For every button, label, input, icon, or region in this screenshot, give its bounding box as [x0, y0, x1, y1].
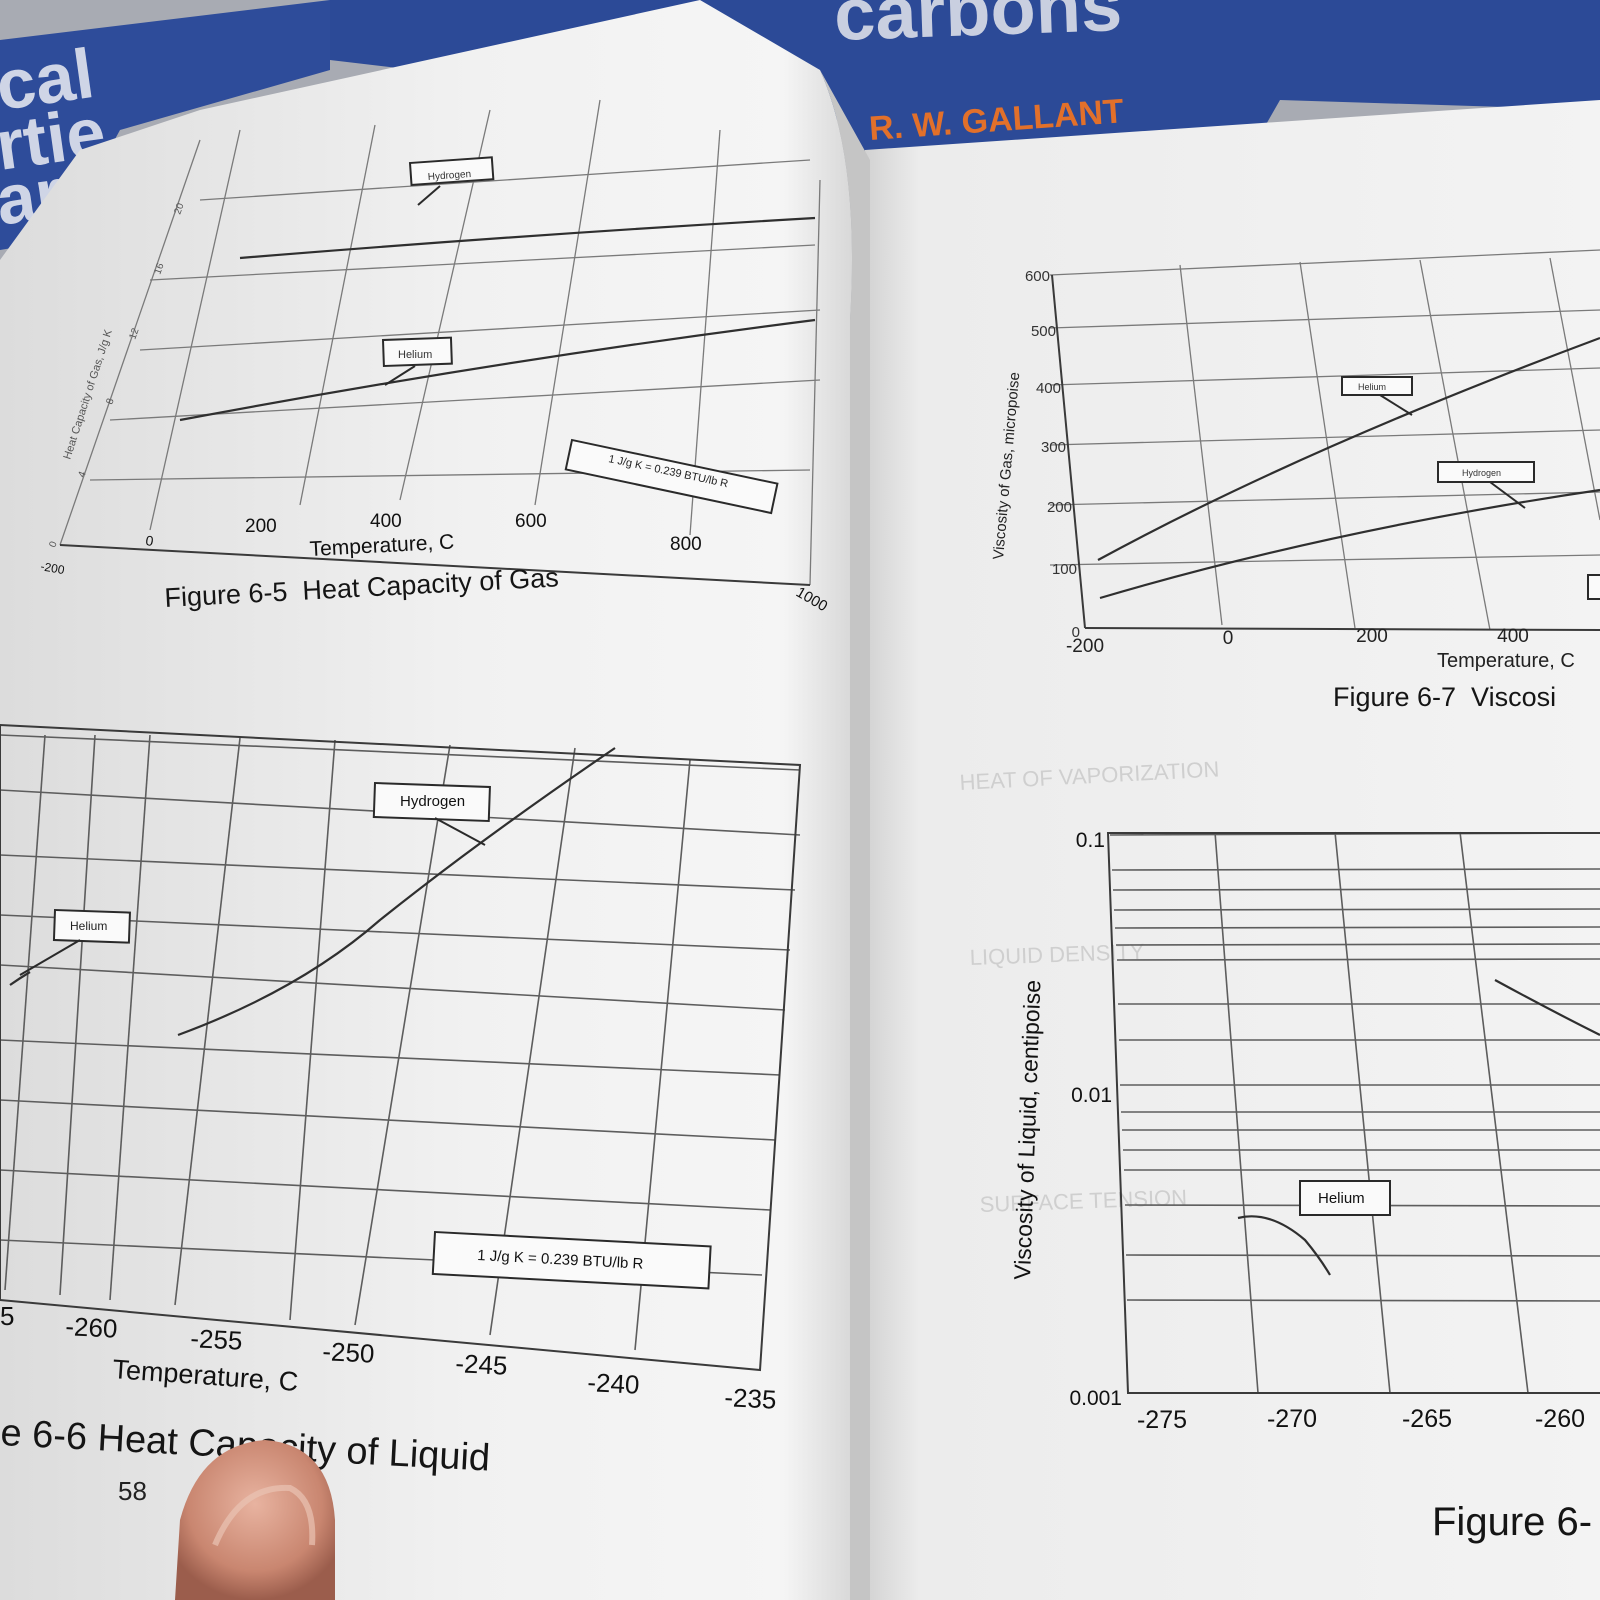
- svg-text:200: 200: [1047, 499, 1072, 516]
- fig66-helium-callout: Helium: [19, 908, 131, 976]
- svg-text:200: 200: [245, 516, 277, 537]
- svg-text:400: 400: [1497, 626, 1529, 647]
- fig68-frame: [1106, 832, 1600, 1394]
- svg-text:100: 100: [1052, 561, 1077, 578]
- svg-text:200: 200: [1356, 626, 1388, 647]
- fig66-hydrogen-curve: [177, 747, 616, 1037]
- svg-text:Hydrogen: Hydrogen: [1462, 468, 1501, 478]
- svg-text:-255: -255: [190, 1323, 244, 1356]
- svg-text:-240: -240: [587, 1367, 641, 1400]
- fig65-hydrogen-callout: Hydrogen: [408, 156, 495, 206]
- fig65-hydrogen-curve: [239, 216, 816, 260]
- fig66-x-ticks: 5 -260 -255 -250 -245 -240 -235: [0, 1301, 777, 1415]
- fig68-other-curve: [1494, 979, 1600, 1036]
- fig66-hydrogen-callout: Hydrogen: [372, 781, 491, 846]
- fig67-x-axis: [1084, 627, 1600, 631]
- thumbnail-highlight: [212, 1484, 316, 1547]
- svg-text:400: 400: [1036, 380, 1061, 397]
- fig68-helium-callout: Helium: [1299, 1180, 1391, 1216]
- fig68-x-ticks: -275 -270 -265 -260: [1137, 1405, 1585, 1434]
- fig65-grid: [59, 99, 821, 586]
- svg-text:-260: -260: [65, 1311, 119, 1344]
- svg-text:5: 5: [0, 1301, 14, 1331]
- fig67-caption: Figure 6-7 Viscosi: [1333, 682, 1556, 712]
- svg-text:8: 8: [104, 397, 116, 406]
- fig68-y-ticks: 0.1 0.01 0.001: [1069, 829, 1122, 1410]
- fig66-conversion-box: 1 J/g K = 0.239 BTU/lb R: [431, 1230, 712, 1290]
- svg-text:500: 500: [1031, 323, 1056, 340]
- fig67-helium-curve: [1097, 336, 1600, 561]
- svg-text:600: 600: [515, 511, 547, 532]
- fig67-cutoff-box: [1587, 574, 1600, 600]
- svg-text:-200: -200: [39, 559, 65, 577]
- page-number: 58: [118, 1476, 147, 1506]
- svg-text:0.001: 0.001: [1069, 1387, 1122, 1410]
- gutter-shadow: [820, 70, 870, 1600]
- svg-text:0: 0: [1072, 624, 1080, 641]
- svg-text:Helium: Helium: [1358, 382, 1386, 392]
- fig65-x-axis: [59, 544, 811, 586]
- svg-text:-265: -265: [1402, 1405, 1452, 1433]
- svg-text:12: 12: [127, 326, 141, 341]
- cover-title-fragment: carbons: [833, 0, 1124, 56]
- svg-text:20: 20: [172, 201, 186, 216]
- svg-text:300: 300: [1041, 439, 1066, 456]
- fig65-y-ticks: 0 4 8 12 16 20: [47, 201, 186, 549]
- svg-text:Hydrogen: Hydrogen: [400, 793, 465, 810]
- svg-text:LIQUID DENSITY: LIQUID DENSITY: [969, 939, 1145, 970]
- svg-text:-200: -200: [1066, 636, 1104, 657]
- svg-text:0: 0: [1223, 628, 1234, 649]
- svg-text:Helium: Helium: [70, 919, 107, 933]
- svg-text:-275: -275: [1137, 1406, 1187, 1434]
- svg-text:-235: -235: [724, 1382, 778, 1415]
- fig67-helium-callout: Helium: [1341, 376, 1413, 416]
- right-page: [860, 100, 1600, 1600]
- svg-text:-270: -270: [1267, 1405, 1317, 1433]
- svg-text:-260: -260: [1535, 1405, 1585, 1433]
- fig67-grid: [1049, 249, 1600, 631]
- svg-text:0.01: 0.01: [1071, 1084, 1112, 1107]
- svg-text:600: 600: [1025, 268, 1050, 285]
- svg-text:Hydrogen: Hydrogen: [427, 169, 471, 183]
- svg-text:0: 0: [47, 540, 59, 549]
- fig65-helium-callout: Helium: [381, 336, 453, 386]
- svg-text:800: 800: [670, 534, 702, 555]
- fig68-caption: Figure 6-: [1432, 1500, 1592, 1544]
- svg-text:-245: -245: [455, 1348, 509, 1381]
- svg-text:Helium: Helium: [1318, 1190, 1365, 1207]
- fig66-grid: [0, 734, 801, 1351]
- fig67-hydrogen-curve: [1099, 488, 1600, 600]
- fig67-y-axis: [1051, 274, 1086, 629]
- svg-text:4: 4: [76, 470, 88, 479]
- fig66-frame: [0, 723, 802, 1372]
- fig67-xlabel: Temperature, C: [1437, 650, 1575, 672]
- cover-left-fragment-1: cal: [0, 34, 98, 125]
- thumb: [175, 1440, 335, 1600]
- fig67-hydrogen-callout: Hydrogen: [1437, 461, 1535, 509]
- svg-text:16: 16: [152, 261, 166, 276]
- svg-text:-250: -250: [322, 1336, 376, 1369]
- fig68-helium-curve: [1237, 1215, 1331, 1276]
- svg-text:0: 0: [145, 532, 155, 549]
- svg-text:0.1: 0.1: [1076, 829, 1105, 852]
- fig67-x-ticks: -200 0 200 400: [1066, 626, 1529, 657]
- figure-6-8: Helium 0.1 0.01 0.001 Viscosity of Liqui…: [1009, 829, 1600, 1544]
- fig67-y-ticks: 0 100 200 300 400 500 600: [1025, 268, 1080, 641]
- svg-text:400: 400: [370, 511, 402, 532]
- svg-text:Helium: Helium: [398, 349, 432, 361]
- fig65-helium-curve: [179, 318, 816, 422]
- fig66-helium-curve: [9, 971, 31, 986]
